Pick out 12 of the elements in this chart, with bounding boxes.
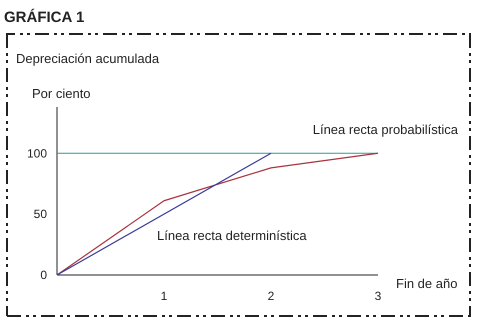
y-tick-label: 100 xyxy=(26,146,48,160)
x-axis-title: Fin de año xyxy=(396,276,458,291)
x-tick-label: 3 xyxy=(374,289,382,303)
y-axis-title: Por ciento xyxy=(32,86,91,101)
series-label: Línea recta determinística xyxy=(157,228,308,243)
chart-subtitle: Depreciación acumulada xyxy=(16,51,160,66)
y-tick-label: 0 xyxy=(40,268,48,282)
series-label: Línea recta probabilística xyxy=(312,122,459,137)
y-tick-label: 50 xyxy=(34,207,48,222)
chart-title: GRÁFICA 1 xyxy=(4,8,84,26)
x-tick-label: 2 xyxy=(268,289,275,303)
x-tick-label: 1 xyxy=(160,289,168,303)
